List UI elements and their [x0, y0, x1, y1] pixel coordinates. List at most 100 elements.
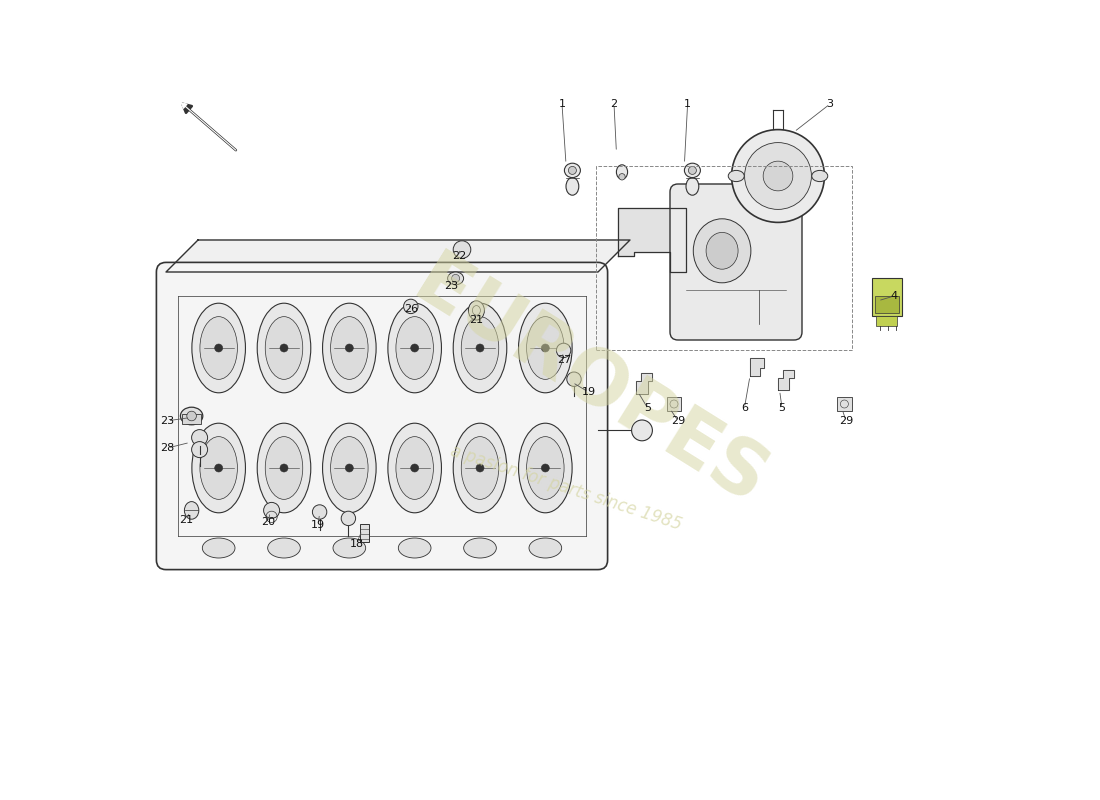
Text: 23: 23	[161, 416, 175, 426]
FancyBboxPatch shape	[156, 262, 607, 570]
Circle shape	[452, 274, 460, 282]
Circle shape	[214, 464, 222, 472]
Text: 1: 1	[684, 99, 691, 109]
Ellipse shape	[265, 317, 302, 379]
Circle shape	[732, 130, 824, 222]
Circle shape	[280, 464, 288, 472]
Ellipse shape	[200, 317, 238, 379]
Polygon shape	[750, 358, 764, 376]
Text: 2: 2	[610, 99, 617, 109]
Circle shape	[541, 344, 549, 352]
Ellipse shape	[616, 165, 628, 179]
Ellipse shape	[461, 317, 498, 379]
Ellipse shape	[527, 317, 564, 379]
Circle shape	[187, 411, 197, 421]
Ellipse shape	[265, 437, 302, 499]
Ellipse shape	[453, 303, 507, 393]
Bar	[837, 397, 851, 411]
Ellipse shape	[564, 163, 581, 178]
Circle shape	[264, 502, 279, 518]
Text: 22: 22	[452, 251, 466, 261]
Ellipse shape	[464, 538, 496, 558]
Ellipse shape	[398, 538, 431, 558]
Ellipse shape	[191, 303, 245, 393]
Polygon shape	[637, 373, 652, 394]
Circle shape	[541, 464, 549, 472]
Text: 19: 19	[311, 520, 326, 530]
Circle shape	[619, 174, 625, 180]
Text: 5: 5	[645, 403, 651, 413]
Text: 27: 27	[558, 355, 572, 365]
Text: 29: 29	[839, 416, 854, 426]
Ellipse shape	[461, 437, 498, 499]
Text: 26: 26	[405, 304, 419, 314]
Circle shape	[763, 161, 793, 191]
Ellipse shape	[257, 303, 311, 393]
Ellipse shape	[728, 170, 745, 182]
Text: 29: 29	[671, 416, 685, 426]
Ellipse shape	[191, 423, 245, 513]
Polygon shape	[166, 240, 630, 272]
Circle shape	[566, 372, 581, 386]
Bar	[596, 166, 852, 350]
Ellipse shape	[202, 538, 235, 558]
Circle shape	[410, 344, 419, 352]
Circle shape	[410, 464, 419, 472]
Ellipse shape	[200, 437, 238, 499]
Circle shape	[476, 464, 484, 472]
Ellipse shape	[448, 272, 463, 285]
Ellipse shape	[518, 303, 572, 393]
Circle shape	[569, 166, 576, 174]
Text: 4: 4	[890, 291, 898, 301]
Ellipse shape	[693, 218, 751, 282]
Text: a pasion for parts since 1985: a pasion for parts since 1985	[448, 442, 684, 534]
Circle shape	[689, 166, 696, 174]
Text: 21: 21	[470, 315, 484, 325]
Circle shape	[345, 344, 353, 352]
Circle shape	[745, 142, 812, 210]
Bar	[874, 295, 899, 313]
Ellipse shape	[257, 423, 311, 513]
Ellipse shape	[518, 423, 572, 513]
Text: 20: 20	[262, 518, 275, 527]
Circle shape	[280, 344, 288, 352]
Circle shape	[557, 343, 571, 358]
Ellipse shape	[331, 317, 368, 379]
Circle shape	[312, 505, 327, 519]
Ellipse shape	[322, 303, 376, 393]
Bar	[877, 316, 898, 326]
Text: 3: 3	[826, 99, 834, 109]
Polygon shape	[778, 370, 794, 390]
Circle shape	[476, 344, 484, 352]
Ellipse shape	[453, 423, 507, 513]
Text: 18: 18	[350, 539, 363, 549]
Ellipse shape	[529, 538, 562, 558]
Ellipse shape	[185, 502, 199, 519]
Circle shape	[345, 464, 353, 472]
Ellipse shape	[706, 232, 738, 269]
Circle shape	[214, 344, 222, 352]
Ellipse shape	[388, 423, 441, 513]
Text: 28: 28	[161, 443, 175, 453]
Circle shape	[191, 442, 208, 458]
Ellipse shape	[686, 178, 698, 195]
Ellipse shape	[331, 437, 368, 499]
Ellipse shape	[396, 437, 433, 499]
Bar	[182, 414, 201, 424]
Ellipse shape	[396, 317, 433, 379]
Text: 6: 6	[741, 403, 748, 413]
Ellipse shape	[684, 163, 701, 178]
Ellipse shape	[469, 301, 484, 320]
Ellipse shape	[566, 178, 579, 195]
Circle shape	[341, 511, 355, 526]
Ellipse shape	[527, 437, 564, 499]
FancyBboxPatch shape	[670, 184, 802, 340]
Bar	[871, 278, 902, 316]
Ellipse shape	[267, 538, 300, 558]
Text: 5: 5	[779, 403, 785, 413]
Circle shape	[453, 241, 471, 258]
Circle shape	[631, 420, 652, 441]
Ellipse shape	[180, 407, 202, 425]
Bar	[360, 524, 370, 542]
Circle shape	[404, 299, 418, 314]
